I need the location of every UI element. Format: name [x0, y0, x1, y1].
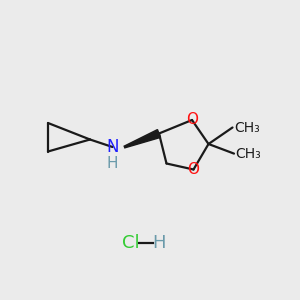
Text: O: O	[188, 162, 200, 177]
Text: CH₃: CH₃	[234, 121, 260, 134]
Text: H: H	[107, 156, 118, 171]
Text: Cl: Cl	[122, 234, 139, 252]
Text: O: O	[186, 112, 198, 128]
Text: N: N	[106, 138, 119, 156]
Text: H: H	[152, 234, 166, 252]
Polygon shape	[124, 130, 160, 148]
Text: CH₃: CH₃	[236, 147, 261, 160]
